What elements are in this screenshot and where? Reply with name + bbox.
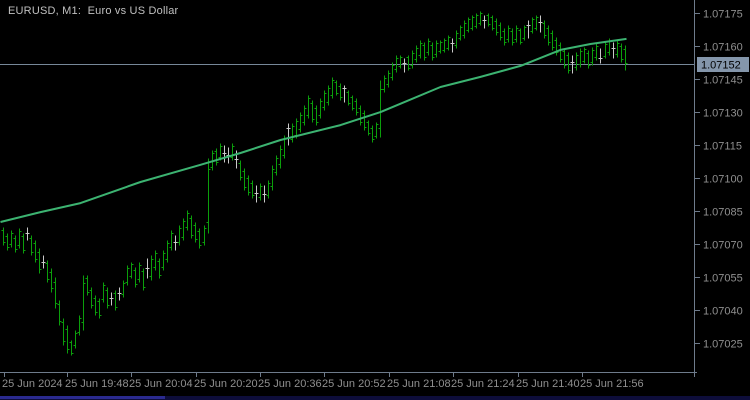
price-axis-label: 1.07175	[703, 9, 743, 21]
price-axis-label: 1.07055	[703, 273, 743, 285]
price-axis-label: 1.07025	[703, 339, 743, 351]
price-axis-label: 1.07085	[703, 207, 743, 219]
price-axis-label: 1.07130	[703, 108, 743, 120]
price-axis-label: 1.07070	[703, 240, 743, 252]
time-axis-label: 25 Jun 21:24	[451, 378, 515, 390]
time-axis-label: 25 Jun 21:08	[387, 378, 451, 390]
current-price-value: 1.07152	[701, 60, 741, 72]
time-axis-label: 25 Jun 19:48	[65, 378, 129, 390]
chart-title: EURUSD, M1: Euro vs US Dollar	[8, 5, 179, 17]
time-axis-label: 25 Jun 21:56	[580, 378, 644, 390]
time-axis-label: 25 Jun 20:20	[194, 378, 258, 390]
bottom-scrollbar-track	[0, 396, 750, 400]
time-axis-label: 25 Jun 20:36	[258, 378, 322, 390]
scrollbar-thumb[interactable]	[0, 396, 165, 399]
current-price-label: 1.07152	[697, 57, 749, 72]
price-axis[interactable]: 1.07175 1.07160 1.07145 1.07130 1.07115 1.071…	[694, 0, 743, 377]
time-axis-label: 25 Jun 20:04	[129, 378, 193, 390]
price-axis-label: 1.07100	[703, 174, 743, 186]
time-axis-label: 25 Jun 21:40	[516, 378, 580, 390]
moving-average-line	[0, 37, 627, 223]
price-axis-label: 1.07160	[703, 42, 743, 54]
time-axis[interactable]: 25 Jun 2024 25 Jun 19:48 25 Jun 20:04 25 Ju…	[0, 372, 697, 390]
price-axis-label: 1.07145	[703, 75, 743, 87]
time-axis-label: 25 Jun 20:52	[322, 378, 386, 390]
time-axis-label: 25 Jun 2024	[2, 378, 63, 390]
price-axis-label: 1.07115	[703, 141, 742, 153]
price-axis-label: 1.07040	[703, 306, 743, 318]
price-bars	[1, 11, 628, 356]
